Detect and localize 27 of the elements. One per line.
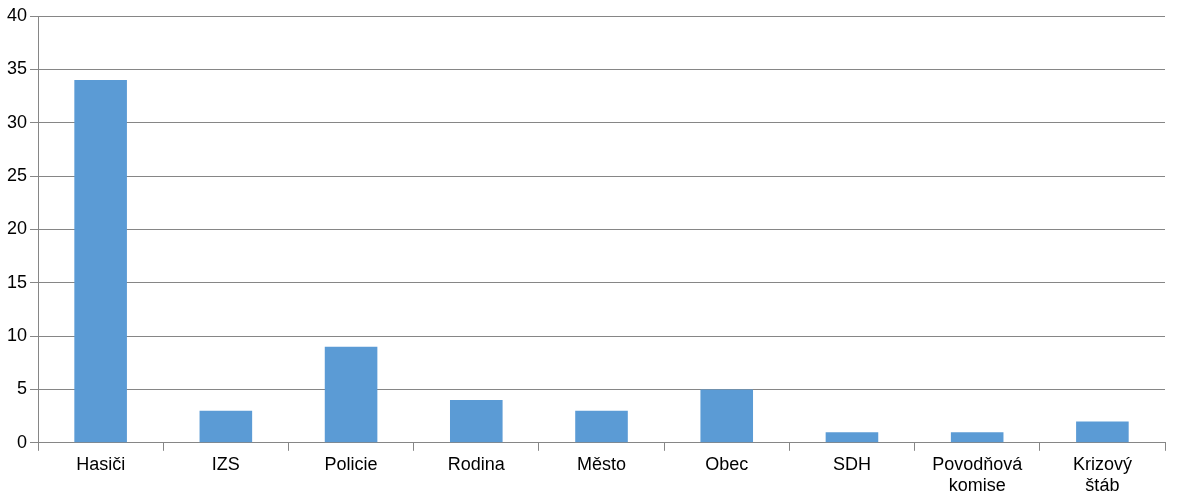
bar (950, 432, 1004, 443)
bar (1076, 421, 1129, 443)
x-tick-label: Město (577, 453, 627, 474)
x-tick-label: Povodňová komise (932, 453, 1024, 496)
x-tick-label: Krizový štáb (1072, 453, 1132, 496)
y-tick-label: 15 (6, 271, 28, 292)
x-tick-label: Policie (324, 453, 378, 474)
bar (74, 80, 127, 443)
x-tick-label: SDH (832, 453, 871, 474)
y-tick-label: 25 (6, 165, 28, 186)
y-tick-label: 0 (17, 431, 28, 452)
bar (324, 346, 378, 443)
y-tick-label: 20 (6, 218, 28, 239)
bar (825, 432, 879, 443)
bar (575, 410, 628, 443)
x-tick-label: Obec (705, 453, 749, 474)
bar (450, 400, 503, 443)
y-tick-label: 35 (6, 58, 28, 79)
y-tick-label: 40 (6, 4, 28, 25)
y-tick-label: 30 (6, 111, 28, 132)
y-tick-label: 5 (17, 378, 28, 399)
x-tick-label: Rodina (447, 453, 506, 474)
bar (700, 389, 754, 443)
y-tick-label: 10 (6, 325, 28, 346)
bar (199, 410, 253, 443)
x-tick-label: Hasiči (76, 453, 126, 474)
x-tick-label: IZS (211, 453, 240, 474)
